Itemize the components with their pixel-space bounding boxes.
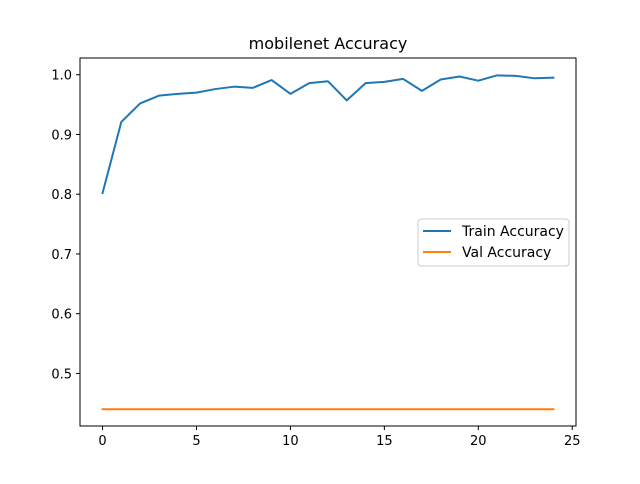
y-tick-label: 1.0	[51, 69, 72, 84]
y-tick-label: 0.7	[51, 248, 72, 263]
y-tick-label: 0.6	[51, 308, 72, 323]
plot-frame	[79, 57, 577, 427]
x-axis-ticks: 0 5 10 15 20 25	[98, 426, 581, 449]
series-line-train-accuracy	[101, 74, 555, 195]
x-tick-label: 25	[564, 434, 581, 449]
y-tick-label: 0.9	[51, 128, 72, 143]
y-tick-label: 0.8	[51, 188, 72, 203]
x-tick-label: 0	[98, 434, 106, 449]
x-tick-label: 10	[282, 434, 299, 449]
chart-title: mobilenet Accuracy	[249, 34, 408, 53]
y-tick-label: 0.5	[51, 367, 72, 382]
y-axis-ticks: 0.5 0.6 0.7 0.8 0.9 1.0	[51, 69, 80, 382]
x-tick-label: 20	[470, 434, 487, 449]
legend-label-val-accuracy: Val Accuracy	[462, 245, 551, 261]
legend-box	[417, 218, 570, 267]
x-tick-label: 5	[192, 434, 200, 449]
legend-label-train-accuracy: Train Accuracy	[461, 224, 564, 240]
series-lines	[101, 74, 555, 411]
x-tick-label: 15	[376, 434, 393, 449]
legend: Train Accuracy Val Accuracy	[417, 218, 570, 267]
